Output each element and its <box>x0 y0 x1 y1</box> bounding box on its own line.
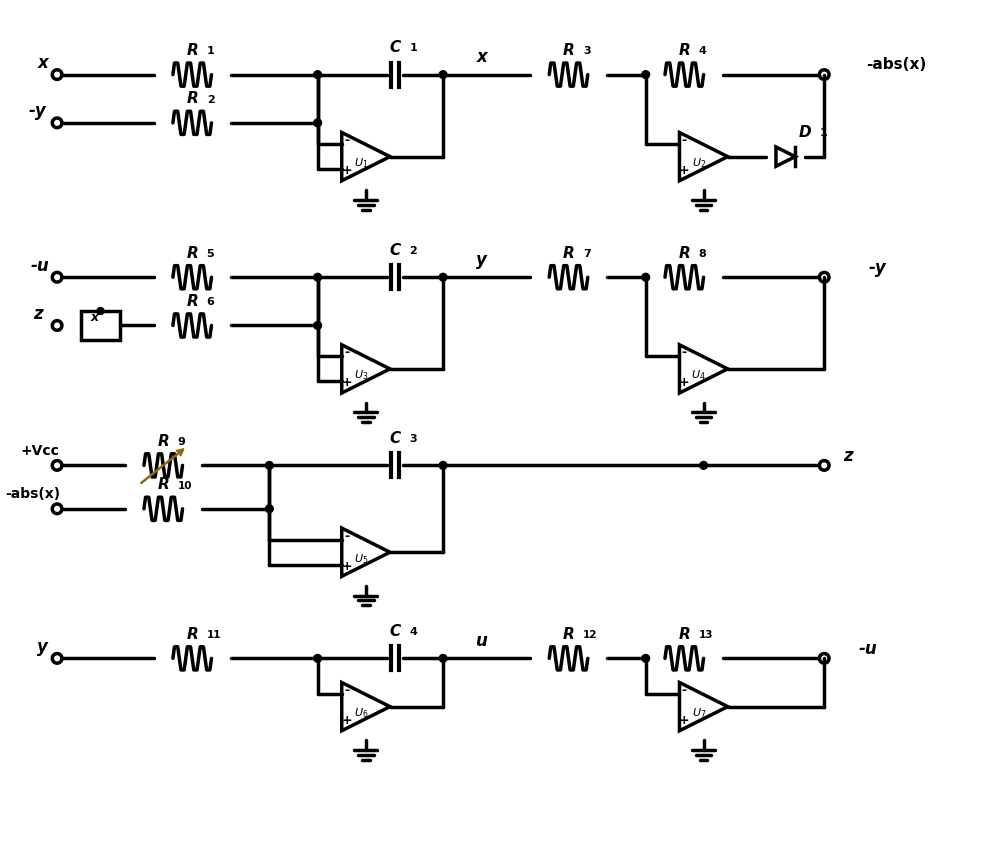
Text: 13: 13 <box>699 630 713 640</box>
Text: 1: 1 <box>409 44 417 53</box>
Text: +: + <box>679 376 690 389</box>
Text: 4: 4 <box>409 627 417 637</box>
Text: $U_4$: $U_4$ <box>691 369 706 382</box>
Circle shape <box>700 461 707 469</box>
Text: R: R <box>678 626 690 642</box>
Circle shape <box>314 71 321 78</box>
Circle shape <box>266 505 273 513</box>
Text: 10: 10 <box>178 481 192 491</box>
Text: 12: 12 <box>583 630 597 640</box>
Text: -u: -u <box>30 257 49 274</box>
Text: -: - <box>344 346 349 360</box>
Text: 1: 1 <box>207 46 214 56</box>
Text: 4: 4 <box>699 46 707 56</box>
Text: $U_2$: $U_2$ <box>692 157 706 170</box>
Circle shape <box>314 654 321 662</box>
Text: x: x <box>476 48 487 67</box>
Circle shape <box>439 461 447 469</box>
Text: +: + <box>679 714 690 727</box>
Text: C: C <box>389 242 400 258</box>
Text: 7: 7 <box>583 249 591 259</box>
Text: -u: -u <box>858 640 877 658</box>
Text: z: z <box>844 447 853 465</box>
Text: y: y <box>476 251 487 269</box>
Text: +: + <box>341 714 352 727</box>
Text: $U_3$: $U_3$ <box>354 369 368 382</box>
Text: 3: 3 <box>583 46 591 56</box>
Circle shape <box>439 274 447 281</box>
Text: R: R <box>186 294 198 309</box>
Text: -: - <box>344 684 349 697</box>
Text: u: u <box>476 632 488 650</box>
Circle shape <box>266 461 273 469</box>
Circle shape <box>642 71 650 78</box>
Text: +: + <box>341 376 352 389</box>
Text: 9: 9 <box>178 437 186 447</box>
Text: -: - <box>344 530 349 543</box>
Text: 8: 8 <box>699 249 707 259</box>
Circle shape <box>314 119 321 126</box>
Circle shape <box>439 71 447 78</box>
Text: 2: 2 <box>207 94 214 104</box>
Text: y: y <box>37 637 48 656</box>
Text: 3: 3 <box>409 434 417 445</box>
Text: C: C <box>389 624 400 639</box>
Circle shape <box>642 654 650 662</box>
Text: R: R <box>563 246 574 261</box>
Circle shape <box>642 274 650 281</box>
Text: R: R <box>563 43 574 58</box>
Text: R: R <box>563 626 574 642</box>
Text: R: R <box>678 246 690 261</box>
Text: R: R <box>157 434 169 449</box>
Text: -: - <box>682 346 687 360</box>
Circle shape <box>314 322 321 329</box>
Circle shape <box>439 654 447 662</box>
Text: z: z <box>33 305 43 322</box>
Text: R: R <box>186 91 198 106</box>
Text: x: x <box>91 311 99 323</box>
Text: -: - <box>682 134 687 147</box>
Text: -: - <box>344 134 349 147</box>
Text: R: R <box>186 246 198 261</box>
Text: +: + <box>341 164 352 177</box>
Text: -: - <box>682 684 687 697</box>
Text: -y: -y <box>29 102 47 120</box>
Text: D: D <box>799 125 811 140</box>
Circle shape <box>314 274 321 281</box>
Text: 6: 6 <box>207 297 215 307</box>
Text: x: x <box>37 54 48 72</box>
Text: +: + <box>679 164 690 177</box>
Text: -y: -y <box>868 258 886 276</box>
Text: +Vcc: +Vcc <box>20 444 59 458</box>
Text: R: R <box>186 43 198 58</box>
Text: -abs(x): -abs(x) <box>5 488 61 501</box>
Text: -abs(x): -abs(x) <box>866 57 927 72</box>
Text: C: C <box>389 40 400 55</box>
Text: $U_6$: $U_6$ <box>354 706 368 720</box>
Text: 11: 11 <box>207 630 221 640</box>
Text: C: C <box>389 431 400 446</box>
Text: +: + <box>341 560 352 573</box>
Text: $U_5$: $U_5$ <box>354 552 368 566</box>
Bar <box>81 311 120 340</box>
Text: R: R <box>157 477 169 493</box>
Text: $U_1$: $U_1$ <box>354 157 368 170</box>
Text: R: R <box>678 43 690 58</box>
Text: $U_7$: $U_7$ <box>692 706 706 720</box>
Text: 5: 5 <box>207 249 214 259</box>
Text: 1: 1 <box>819 128 827 138</box>
Text: 2: 2 <box>409 246 417 256</box>
Text: R: R <box>186 626 198 642</box>
